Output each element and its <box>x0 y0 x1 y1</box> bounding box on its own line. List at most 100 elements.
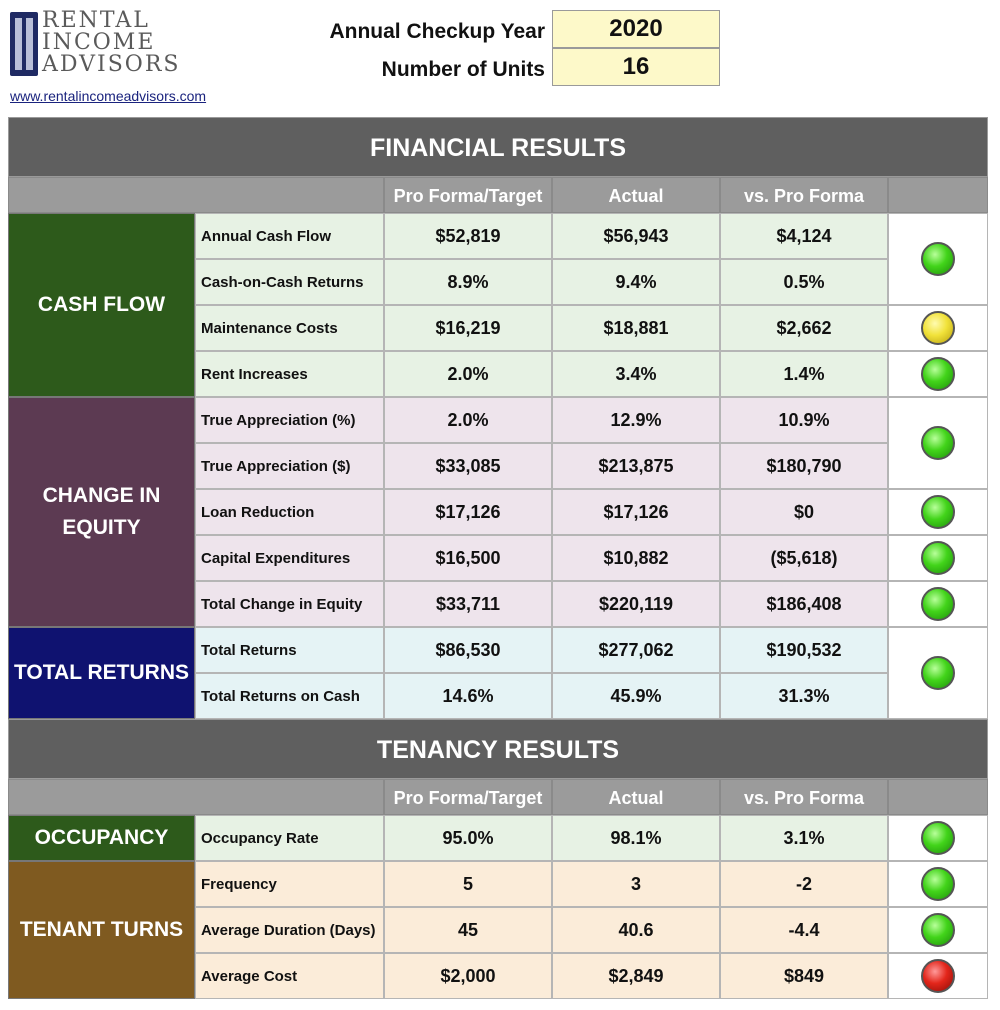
green-status-light-icon <box>921 426 955 460</box>
financial-results-heading: FINANCIAL RESULTS <box>8 117 988 177</box>
column-header-status <box>888 177 988 213</box>
website-link[interactable]: www.rentalincomeadvisors.com <box>10 88 207 104</box>
status-cell <box>888 397 988 489</box>
value-variance: 3.1% <box>720 815 888 861</box>
status-cell <box>888 627 988 719</box>
value-variance: 0.5% <box>720 259 888 305</box>
value-variance: 31.3% <box>720 673 888 719</box>
value-target: $33,711 <box>384 581 552 627</box>
value-actual: $17,126 <box>552 489 720 535</box>
metric-label: True Appreciation ($) <box>195 443 384 489</box>
yellow-status-light-icon <box>921 311 955 345</box>
metric-label: Frequency <box>195 861 384 907</box>
company-logo: RENTAL INCOME ADVISORS <box>10 10 210 80</box>
metric-label: Loan Reduction <box>195 489 384 535</box>
category-total_returns: TOTAL RETURNS <box>8 627 195 719</box>
metric-label: Total Change in Equity <box>195 581 384 627</box>
value-actual: 3.4% <box>552 351 720 397</box>
green-status-light-icon <box>921 495 955 529</box>
value-target: $52,819 <box>384 213 552 259</box>
value-target: 14.6% <box>384 673 552 719</box>
value-variance: ($5,618) <box>720 535 888 581</box>
status-cell <box>888 907 988 953</box>
category-label-line: CHANGE IN <box>42 484 161 507</box>
value-target: $16,219 <box>384 305 552 351</box>
status-cell <box>888 213 988 305</box>
category-turns: TENANT TURNS <box>8 861 195 999</box>
value-actual: 98.1% <box>552 815 720 861</box>
metric-label: Rent Increases <box>195 351 384 397</box>
value-actual: 12.9% <box>552 397 720 443</box>
value-actual: 45.9% <box>552 673 720 719</box>
checkup-year-label: Annual Checkup Year <box>329 20 545 43</box>
metric-label: Total Returns on Cash <box>195 673 384 719</box>
value-variance: $186,408 <box>720 581 888 627</box>
logo-text-line1: RENTAL <box>42 8 150 33</box>
column-header-status <box>888 779 988 815</box>
green-status-light-icon <box>921 541 955 575</box>
value-actual: $213,875 <box>552 443 720 489</box>
metric-label: Maintenance Costs <box>195 305 384 351</box>
column-header-target: Pro Forma/Target <box>384 177 552 213</box>
checkup-year-field[interactable]: 2020 <box>552 10 720 48</box>
value-target: $33,085 <box>384 443 552 489</box>
value-target: 95.0% <box>384 815 552 861</box>
column-header-actual: Actual <box>552 779 720 815</box>
metric-label: Average Duration (Days) <box>195 907 384 953</box>
status-cell <box>888 305 988 351</box>
tenancy-results-heading: TENANCY RESULTS <box>8 719 988 779</box>
status-cell <box>888 351 988 397</box>
value-target: 2.0% <box>384 397 552 443</box>
units-field[interactable]: 16 <box>552 48 720 86</box>
value-actual: $18,881 <box>552 305 720 351</box>
column-header-blank <box>8 779 384 815</box>
value-variance: $190,532 <box>720 627 888 673</box>
value-target: $16,500 <box>384 535 552 581</box>
value-target: $2,000 <box>384 953 552 999</box>
value-target: 2.0% <box>384 351 552 397</box>
metric-label: Cash-on-Cash Returns <box>195 259 384 305</box>
red-status-light-icon <box>921 959 955 993</box>
metric-label: True Appreciation (%) <box>195 397 384 443</box>
green-status-light-icon <box>921 587 955 621</box>
value-variance: $180,790 <box>720 443 888 489</box>
value-variance: $4,124 <box>720 213 888 259</box>
column-header-target: Pro Forma/Target <box>384 779 552 815</box>
status-cell <box>888 815 988 861</box>
metric-label: Average Cost <box>195 953 384 999</box>
value-target: 45 <box>384 907 552 953</box>
value-variance: 1.4% <box>720 351 888 397</box>
value-actual: $2,849 <box>552 953 720 999</box>
metric-label: Annual Cash Flow <box>195 213 384 259</box>
value-target: $86,530 <box>384 627 552 673</box>
status-cell <box>888 953 988 999</box>
value-variance: $2,662 <box>720 305 888 351</box>
metric-label: Capital Expenditures <box>195 535 384 581</box>
building-icon <box>10 12 38 76</box>
status-cell <box>888 861 988 907</box>
logo-text-line2: INCOME <box>42 30 156 55</box>
status-cell <box>888 581 988 627</box>
green-status-light-icon <box>921 821 955 855</box>
value-variance: -2 <box>720 861 888 907</box>
green-status-light-icon <box>921 357 955 391</box>
category-cash_flow: CASH FLOW <box>8 213 195 397</box>
value-target: 8.9% <box>384 259 552 305</box>
units-label: Number of Units <box>381 58 545 81</box>
value-actual: 9.4% <box>552 259 720 305</box>
column-header-variance: vs. Pro Forma <box>720 177 888 213</box>
category-equity: CHANGE IN EQUITY <box>8 397 195 627</box>
column-header-blank <box>8 177 384 213</box>
metric-label: Total Returns <box>195 627 384 673</box>
value-target: 5 <box>384 861 552 907</box>
green-status-light-icon <box>921 242 955 276</box>
value-actual: 40.6 <box>552 907 720 953</box>
logo-text-line3: ADVISORS <box>42 52 181 77</box>
status-cell <box>888 489 988 535</box>
value-actual: $220,119 <box>552 581 720 627</box>
status-cell <box>888 535 988 581</box>
value-actual: $10,882 <box>552 535 720 581</box>
value-variance: $849 <box>720 953 888 999</box>
green-status-light-icon <box>921 656 955 690</box>
value-actual: 3 <box>552 861 720 907</box>
